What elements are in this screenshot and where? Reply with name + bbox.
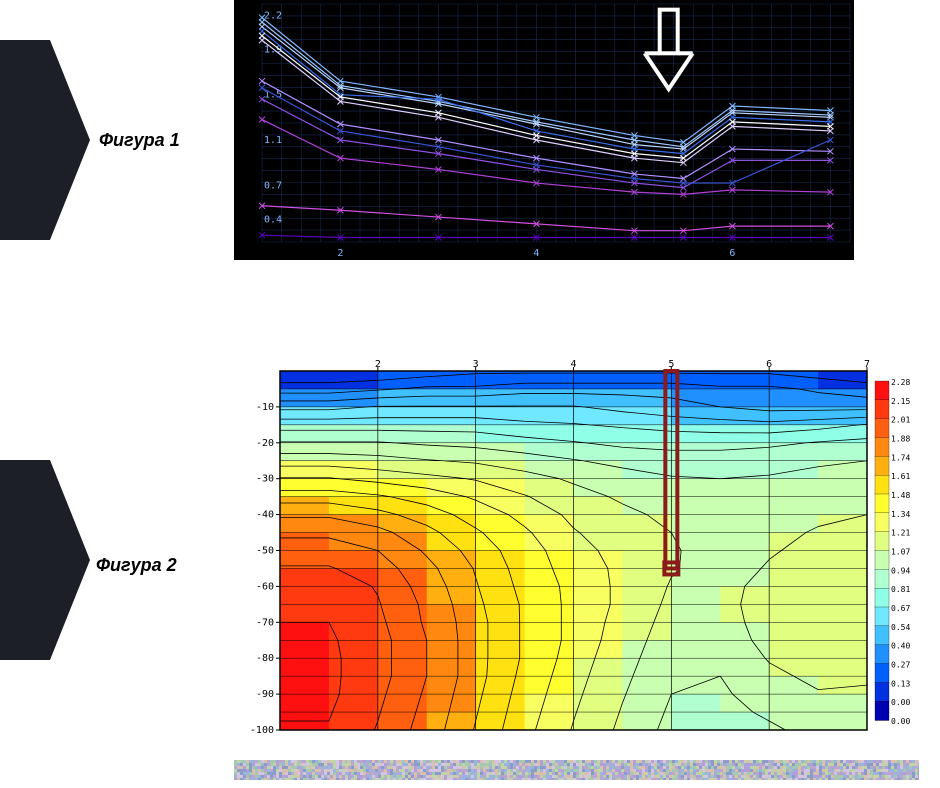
svg-text:6: 6 bbox=[729, 248, 735, 259]
svg-text:0.4: 0.4 bbox=[264, 214, 282, 225]
svg-text:0.81: 0.81 bbox=[891, 585, 910, 594]
figure1-label: Фигура 1 bbox=[99, 130, 180, 151]
svg-text:-90: -90 bbox=[256, 689, 274, 700]
svg-text:-70: -70 bbox=[256, 617, 274, 628]
svg-text:2.15: 2.15 bbox=[891, 397, 910, 406]
svg-text:0.00: 0.00 bbox=[891, 717, 910, 726]
figure2-heatmap: -10-20-30-40-50-60-70-80-90-1002345672.2… bbox=[234, 353, 919, 736]
svg-text:1.21: 1.21 bbox=[891, 529, 910, 538]
svg-text:1.74: 1.74 bbox=[891, 453, 910, 462]
figure-marker-2 bbox=[0, 460, 90, 660]
svg-text:0.94: 0.94 bbox=[891, 566, 910, 575]
svg-text:-20: -20 bbox=[256, 438, 274, 449]
svg-text:0.54: 0.54 bbox=[891, 623, 910, 632]
svg-text:0.00: 0.00 bbox=[891, 698, 910, 707]
svg-text:-50: -50 bbox=[256, 546, 274, 557]
svg-text:1.07: 1.07 bbox=[891, 548, 910, 557]
svg-text:0.7: 0.7 bbox=[264, 180, 282, 191]
noise-strip bbox=[234, 760, 919, 780]
svg-text:0.40: 0.40 bbox=[891, 642, 910, 651]
svg-text:2: 2 bbox=[337, 248, 343, 259]
svg-text:-80: -80 bbox=[256, 653, 274, 664]
svg-text:1.61: 1.61 bbox=[891, 472, 910, 481]
svg-text:-60: -60 bbox=[256, 581, 274, 592]
figure2-label: Фигура 2 bbox=[96, 555, 177, 576]
svg-text:-40: -40 bbox=[256, 510, 274, 521]
svg-text:-100: -100 bbox=[250, 725, 274, 736]
svg-text:1.48: 1.48 bbox=[891, 491, 910, 500]
figure1-chart: 0.40.71.11.51.92.2246 bbox=[234, 0, 854, 260]
svg-text:1.88: 1.88 bbox=[891, 435, 910, 444]
svg-text:2.2: 2.2 bbox=[264, 10, 282, 21]
svg-text:4: 4 bbox=[533, 248, 539, 259]
svg-text:0.27: 0.27 bbox=[891, 661, 910, 670]
svg-text:0.67: 0.67 bbox=[891, 604, 910, 613]
svg-text:-30: -30 bbox=[256, 474, 274, 485]
svg-text:2.28: 2.28 bbox=[891, 378, 910, 387]
svg-text:1.1: 1.1 bbox=[264, 135, 282, 146]
svg-text:2.01: 2.01 bbox=[891, 416, 910, 425]
svg-text:1.5: 1.5 bbox=[264, 90, 282, 101]
svg-text:0.13: 0.13 bbox=[891, 679, 910, 688]
svg-text:1.34: 1.34 bbox=[891, 510, 910, 519]
svg-text:-10: -10 bbox=[256, 402, 274, 413]
figure-marker-1 bbox=[0, 40, 90, 240]
